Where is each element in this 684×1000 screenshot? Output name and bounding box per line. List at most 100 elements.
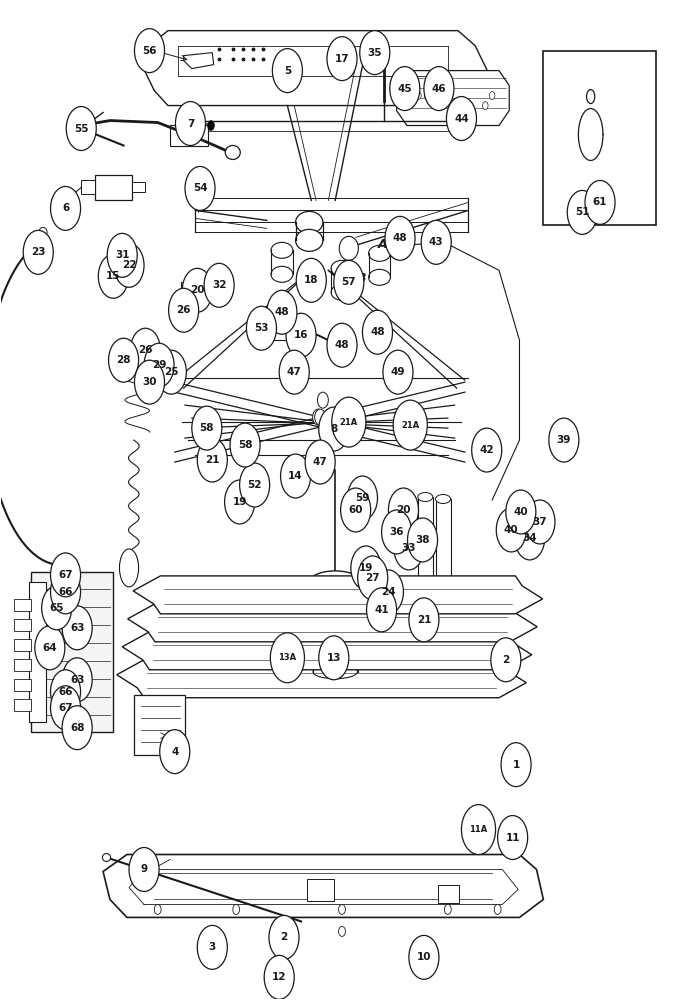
Text: 48: 48 bbox=[393, 233, 408, 243]
Ellipse shape bbox=[418, 577, 433, 586]
Circle shape bbox=[272, 49, 302, 93]
Circle shape bbox=[280, 454, 311, 498]
Circle shape bbox=[129, 848, 159, 891]
Text: 42: 42 bbox=[479, 445, 494, 455]
Ellipse shape bbox=[313, 625, 357, 639]
Text: 27: 27 bbox=[365, 573, 380, 583]
Text: 2: 2 bbox=[280, 932, 287, 942]
Polygon shape bbox=[122, 632, 531, 670]
Text: 55: 55 bbox=[74, 124, 88, 134]
Circle shape bbox=[447, 97, 477, 140]
Bar bbox=[419, 497, 434, 582]
Text: 18: 18 bbox=[304, 275, 319, 285]
Text: B: B bbox=[288, 359, 298, 372]
Text: 67: 67 bbox=[58, 570, 73, 580]
Polygon shape bbox=[31, 572, 114, 732]
Polygon shape bbox=[128, 604, 537, 642]
Ellipse shape bbox=[310, 571, 360, 593]
Circle shape bbox=[62, 658, 92, 702]
Circle shape bbox=[185, 166, 215, 210]
Text: 12: 12 bbox=[272, 972, 287, 982]
Polygon shape bbox=[397, 71, 510, 126]
Bar bbox=[81, 180, 95, 194]
Text: 68: 68 bbox=[70, 723, 84, 733]
Circle shape bbox=[182, 268, 212, 312]
Text: 21: 21 bbox=[417, 615, 431, 625]
Circle shape bbox=[107, 233, 137, 277]
Ellipse shape bbox=[418, 493, 433, 501]
Circle shape bbox=[339, 926, 345, 936]
Text: 33: 33 bbox=[402, 543, 416, 553]
Ellipse shape bbox=[313, 605, 357, 619]
Circle shape bbox=[497, 508, 526, 552]
Circle shape bbox=[305, 440, 335, 484]
Text: 9: 9 bbox=[140, 864, 148, 874]
Text: 51: 51 bbox=[575, 207, 590, 217]
Polygon shape bbox=[117, 660, 526, 698]
Circle shape bbox=[495, 904, 501, 914]
Circle shape bbox=[66, 107, 96, 150]
Circle shape bbox=[51, 670, 81, 714]
Circle shape bbox=[351, 546, 381, 590]
Text: 17: 17 bbox=[334, 54, 350, 64]
Bar bbox=[209, 282, 228, 298]
Circle shape bbox=[534, 526, 542, 538]
Circle shape bbox=[157, 350, 186, 394]
Circle shape bbox=[23, 230, 53, 274]
Ellipse shape bbox=[436, 579, 451, 588]
Circle shape bbox=[416, 92, 421, 100]
Text: 41: 41 bbox=[374, 605, 389, 615]
Ellipse shape bbox=[436, 495, 451, 503]
Text: 23: 23 bbox=[31, 247, 46, 257]
Bar bbox=[137, 342, 154, 358]
Circle shape bbox=[144, 343, 174, 387]
Circle shape bbox=[286, 313, 316, 357]
Circle shape bbox=[334, 260, 364, 304]
Circle shape bbox=[315, 409, 326, 425]
Text: 21A: 21A bbox=[340, 418, 358, 427]
Text: 25: 25 bbox=[164, 367, 179, 377]
Text: 40: 40 bbox=[504, 525, 518, 535]
Text: 64: 64 bbox=[42, 643, 57, 653]
Bar bbox=[14, 659, 31, 671]
Circle shape bbox=[424, 67, 454, 111]
Circle shape bbox=[269, 915, 299, 959]
Circle shape bbox=[514, 514, 522, 526]
Circle shape bbox=[155, 904, 161, 914]
Circle shape bbox=[319, 407, 349, 451]
Text: 22: 22 bbox=[122, 260, 136, 270]
Circle shape bbox=[409, 935, 439, 979]
Bar bbox=[170, 125, 207, 146]
Bar bbox=[438, 885, 460, 903]
Text: 56: 56 bbox=[142, 46, 157, 56]
Polygon shape bbox=[183, 53, 213, 69]
Bar bbox=[14, 639, 31, 651]
Text: 20: 20 bbox=[190, 285, 205, 295]
Bar bbox=[181, 282, 200, 298]
Circle shape bbox=[567, 190, 597, 234]
Text: 8: 8 bbox=[330, 424, 337, 434]
Circle shape bbox=[317, 392, 328, 408]
Bar bbox=[479, 442, 494, 460]
Ellipse shape bbox=[313, 603, 357, 617]
Text: 15: 15 bbox=[106, 271, 120, 281]
Text: 13A: 13A bbox=[278, 653, 296, 662]
Circle shape bbox=[506, 490, 536, 534]
Circle shape bbox=[516, 499, 525, 511]
Text: 26: 26 bbox=[138, 345, 153, 355]
Circle shape bbox=[62, 706, 92, 750]
Text: 31: 31 bbox=[115, 250, 129, 260]
Text: 54: 54 bbox=[193, 183, 207, 193]
Ellipse shape bbox=[313, 665, 357, 679]
Bar bbox=[133, 182, 145, 192]
Text: 40: 40 bbox=[514, 507, 528, 517]
Circle shape bbox=[135, 29, 165, 73]
Circle shape bbox=[267, 290, 297, 334]
Circle shape bbox=[501, 743, 531, 787]
Ellipse shape bbox=[225, 145, 240, 159]
Circle shape bbox=[462, 805, 496, 855]
Bar bbox=[14, 699, 31, 711]
Text: 48: 48 bbox=[370, 327, 385, 337]
Text: 11A: 11A bbox=[469, 825, 488, 834]
Text: 67: 67 bbox=[58, 703, 73, 713]
